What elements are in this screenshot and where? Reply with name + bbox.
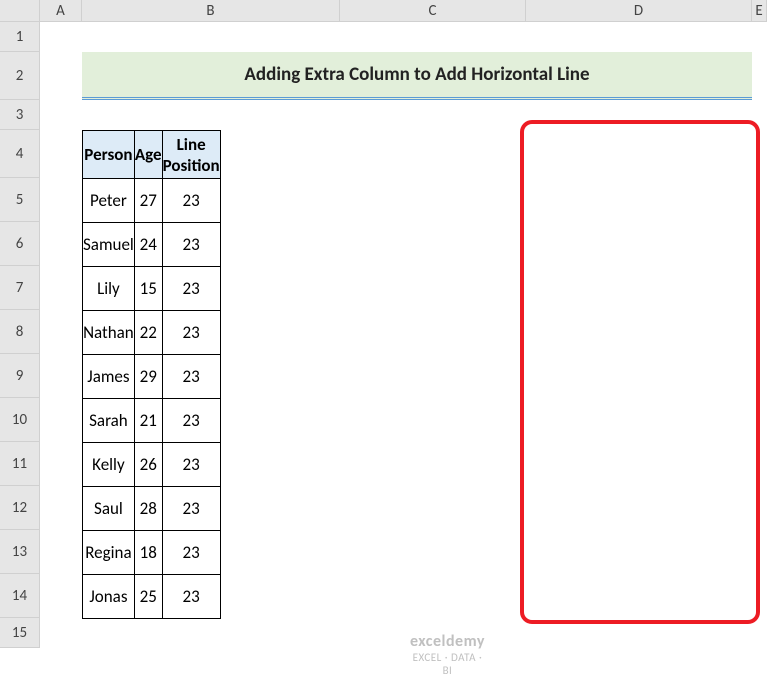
cell-r9-c0[interactable]: James	[83, 355, 135, 399]
row-header-8[interactable]: 8	[0, 310, 40, 354]
table-row: James2923	[83, 355, 221, 399]
row-header-13[interactable]: 13	[0, 530, 40, 574]
table-row: Jonas2523	[83, 575, 221, 619]
cell-r11-c1[interactable]: 26	[134, 443, 162, 487]
row-header-6[interactable]: 6	[0, 222, 40, 266]
row-header-3[interactable]: 3	[0, 100, 40, 130]
col-header-cell-2[interactable]: Line Position	[162, 131, 220, 179]
col-header-cell-1[interactable]: Age	[134, 131, 162, 179]
table-header-row: PersonAgeLine Position	[83, 131, 221, 179]
watermark: exceldemy EXCEL · DATA · BI	[410, 632, 485, 678]
row-header-14[interactable]: 14	[0, 574, 40, 618]
cell-r10-c1[interactable]: 21	[134, 399, 162, 443]
cell-r14-c0[interactable]: Jonas	[83, 575, 135, 619]
title-text: Adding Extra Column to Add Horizontal Li…	[244, 63, 589, 86]
row-header-1[interactable]: 1	[0, 22, 40, 52]
cell-r8-c1[interactable]: 22	[134, 311, 162, 355]
row-header-15[interactable]: 15	[0, 618, 40, 648]
cell-r11-c2[interactable]: 23	[162, 443, 220, 487]
cell-r6-c0[interactable]: Samuel	[83, 223, 135, 267]
watermark-title: exceldemy	[410, 632, 485, 651]
table-row: Peter2723	[83, 179, 221, 223]
title-banner: Adding Extra Column to Add Horizontal Li…	[82, 52, 752, 100]
highlight-annotation	[520, 120, 760, 624]
cell-r5-c2[interactable]: 23	[162, 179, 220, 223]
cell-r6-c2[interactable]: 23	[162, 223, 220, 267]
row-headers: 123456789101112131415	[0, 22, 40, 648]
col-header-b[interactable]: B	[82, 0, 340, 22]
cell-r13-c1[interactable]: 18	[134, 531, 162, 575]
cell-r13-c0[interactable]: Regina	[83, 531, 135, 575]
cell-r12-c0[interactable]: Saul	[83, 487, 135, 531]
cell-r6-c1[interactable]: 24	[134, 223, 162, 267]
cell-r10-c0[interactable]: Sarah	[83, 399, 135, 443]
data-table: PersonAgeLine Position Peter2723Samuel24…	[82, 130, 221, 619]
row-header-7[interactable]: 7	[0, 266, 40, 310]
col-header-d[interactable]: D	[526, 0, 752, 22]
table-row: Sarah2123	[83, 399, 221, 443]
col-header-c[interactable]: C	[340, 0, 526, 22]
table-row: Saul2823	[83, 487, 221, 531]
cell-r12-c2[interactable]: 23	[162, 487, 220, 531]
column-headers: ABCDE	[40, 0, 767, 22]
cell-r5-c0[interactable]: Peter	[83, 179, 135, 223]
row-header-12[interactable]: 12	[0, 486, 40, 530]
cell-r12-c1[interactable]: 28	[134, 487, 162, 531]
table-body: Peter2723Samuel2423Lily1523Nathan2223Jam…	[83, 179, 221, 619]
cell-r5-c1[interactable]: 27	[134, 179, 162, 223]
table-row: Nathan2223	[83, 311, 221, 355]
row-header-10[interactable]: 10	[0, 398, 40, 442]
cell-r7-c2[interactable]: 23	[162, 267, 220, 311]
cell-r7-c1[interactable]: 15	[134, 267, 162, 311]
row-header-5[interactable]: 5	[0, 178, 40, 222]
row-header-9[interactable]: 9	[0, 354, 40, 398]
row-header-2[interactable]: 2	[0, 52, 40, 100]
cell-r13-c2[interactable]: 23	[162, 531, 220, 575]
select-all-corner[interactable]	[0, 0, 40, 22]
cell-r14-c1[interactable]: 25	[134, 575, 162, 619]
table-row: Kelly2623	[83, 443, 221, 487]
watermark-subtitle: EXCEL · DATA · BI	[410, 651, 485, 677]
cell-r11-c0[interactable]: Kelly	[83, 443, 135, 487]
col-header-a[interactable]: A	[40, 0, 82, 22]
table-row: Regina1823	[83, 531, 221, 575]
cell-r7-c0[interactable]: Lily	[83, 267, 135, 311]
cell-r9-c2[interactable]: 23	[162, 355, 220, 399]
spreadsheet: ABCDE 123456789101112131415 Adding Extra…	[0, 0, 767, 686]
cell-r14-c2[interactable]: 23	[162, 575, 220, 619]
col-header-cell-0[interactable]: Person	[83, 131, 135, 179]
table-row: Samuel2423	[83, 223, 221, 267]
cell-r8-c2[interactable]: 23	[162, 311, 220, 355]
cell-r10-c2[interactable]: 23	[162, 399, 220, 443]
cell-r8-c0[interactable]: Nathan	[83, 311, 135, 355]
table-row: Lily1523	[83, 267, 221, 311]
row-header-11[interactable]: 11	[0, 442, 40, 486]
col-header-e[interactable]: E	[752, 0, 767, 22]
cell-r9-c1[interactable]: 29	[134, 355, 162, 399]
row-header-4[interactable]: 4	[0, 130, 40, 178]
